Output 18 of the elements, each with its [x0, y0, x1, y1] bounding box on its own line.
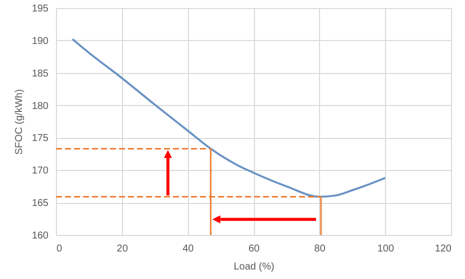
x-tick-label: 100 — [377, 244, 394, 254]
x-tick-label: 0 — [56, 244, 62, 254]
y-axis-title: SFOC (g/kWh) — [14, 89, 25, 155]
line-series — [71, 38, 386, 198]
x-tick-label: 40 — [182, 244, 194, 254]
y-tick-label: 190 — [32, 36, 49, 47]
x-tick-label: 80 — [314, 244, 326, 254]
x-axis-title: Load (%) — [234, 262, 274, 272]
y-tick-label: 170 — [32, 166, 49, 177]
x-tick-label: 60 — [248, 244, 260, 254]
y-tick-label: 180 — [32, 100, 49, 112]
x-tick-label: 20 — [116, 244, 128, 254]
x-tick-label: 120 — [434, 244, 452, 254]
y-tick-label: 185 — [32, 68, 49, 80]
y-tick-label: 165 — [32, 198, 49, 210]
y-tick-label: 175 — [32, 133, 49, 144]
y-tick-label: 160 — [32, 230, 49, 242]
y-tick-label: 195 — [32, 4, 49, 14]
